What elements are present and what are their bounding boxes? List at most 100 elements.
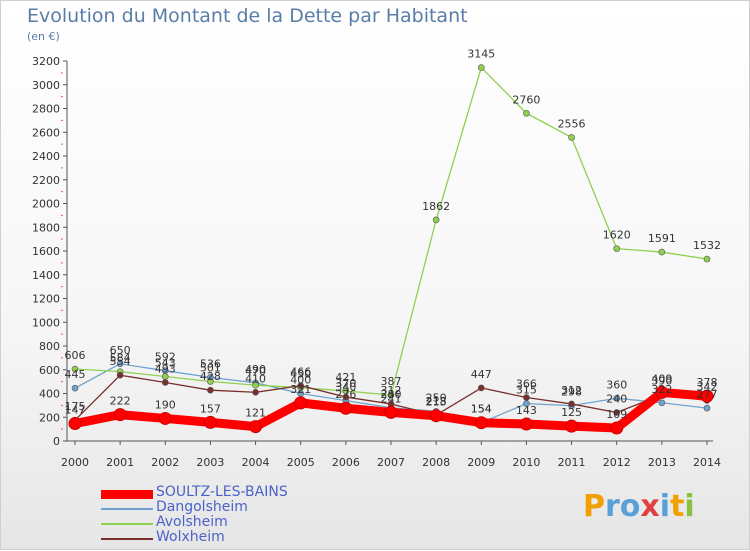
logo-letter: i [684,489,695,524]
data-label-dangolsheim: 340 [335,381,356,394]
data-point-soultz-les-bains [384,405,398,419]
series-soultz-les-bains [68,385,714,435]
legend-swatch [101,523,153,525]
data-point-wolxheim [297,382,305,389]
data-label-dangolsheim: 592 [155,351,176,364]
y-tick-label: 2600 [32,126,60,139]
data-label-dangolsheim: 250 [426,391,447,404]
x-tick-label: 2010 [512,456,540,469]
legend-label: SOULTZ-LES-BAINS [156,484,288,500]
data-point-soultz-les-bains [158,411,172,425]
data-point-wolxheim [613,409,621,416]
data-label-avolsheim: 2556 [558,117,586,130]
data-label-soultz-les-bains: 190 [155,398,176,411]
data-label-dangolsheim: 277 [697,388,718,401]
data-label-soultz-les-bains: 409 [651,372,672,385]
y-tick-label: 2200 [32,174,60,187]
data-label-avolsheim: 1862 [422,200,450,213]
data-label-soultz-les-bains: 121 [245,407,266,420]
data-label-soultz-les-bains: 213 [426,396,447,409]
y-tick-label: 400 [39,388,60,401]
proxiti-logo: Proxiti [583,489,695,524]
logo-letter: r [605,489,620,524]
data-point-wolxheim [207,386,214,394]
data-label-soultz-les-bains: 154 [471,403,492,416]
x-tick-label: 2012 [603,456,631,469]
data-label-wolxheim: 366 [516,378,537,391]
data-point-wolxheim [116,371,124,379]
data-point-avolsheim [613,245,621,252]
x-tick-label: 2003 [196,456,224,469]
data-label-avolsheim: 450 [290,368,311,381]
data-point-wolxheim [161,379,169,386]
data-point-soultz-les-bains [429,409,443,423]
data-label-dangolsheim: 360 [606,378,627,391]
data-point-soultz-les-bains [610,421,624,435]
x-tick-label: 2011 [558,456,586,469]
data-label-dangolsheim: 154 [471,403,492,416]
y-tick-label: 2400 [32,150,60,163]
logo-letter: P [583,489,605,524]
data-label-wolxheim: 554 [110,355,131,368]
y-tick-label: 3200 [32,55,60,68]
logo-letter: o [619,489,641,524]
data-point-avolsheim [207,378,214,385]
data-point-wolxheim [568,400,575,408]
y-tick-label: 2800 [32,103,60,116]
y-tick-label: 1200 [32,293,60,306]
x-tick-label: 2002 [151,456,179,469]
data-label-wolxheim: 312 [381,384,402,397]
data-label-soultz-les-bains: 241 [381,392,402,405]
data-point-dangolsheim [703,404,711,412]
data-label-wolxheim: 466 [290,366,311,379]
legend-swatch [101,508,153,510]
x-tick-label: 2006 [332,456,360,469]
data-point-soultz-les-bains [113,408,127,422]
data-label-soultz-les-bains: 109 [606,408,627,421]
y-tick-label: 0 [53,435,60,448]
logo-letter: x [640,489,660,524]
data-labels-layer: 445 650 592 536 490 400 340 280 250 154 315 298 360 3… [65,48,722,422]
y-tick-label: 2000 [32,198,60,211]
data-point-soultz-les-bains [519,417,533,431]
data-label-wolxheim: 342 [697,380,718,393]
x-tick-label: 2013 [648,456,676,469]
data-label-soultz-les-bains: 157 [200,402,221,415]
data-point-avolsheim [523,109,530,117]
data-label-avolsheim: 584 [110,352,131,365]
data-point-dangolsheim [658,399,666,407]
data-label-wolxheim: 447 [471,368,492,381]
data-label-dangolsheim: 400 [290,374,311,387]
logo-letter: i [659,489,671,524]
data-point-dangolsheim [116,360,124,368]
chart-title: Evolution du Montant de la Dette par Hab… [27,5,468,27]
data-point-wolxheim [342,393,350,401]
data-label-avolsheim: 1620 [603,229,631,242]
legend-label: Avolsheim [156,514,228,530]
x-tick-label: 2005 [287,456,315,469]
y-tick-label: 800 [39,340,60,353]
data-label-soultz-les-bains: 147 [65,404,86,417]
data-label-soultz-les-bains: 378 [697,376,718,389]
data-point-soultz-les-bains [565,419,579,433]
data-label-soultz-les-bains: 321 [290,383,311,396]
series-layer [68,64,714,435]
data-point-avolsheim [703,255,711,263]
data-point-dangolsheim [613,394,621,402]
data-point-soultz-les-bains [249,420,263,434]
data-point-soultz-les-bains [474,416,488,430]
data-label-wolxheim: 218 [426,395,447,408]
data-label-avolsheim: 1591 [648,232,676,245]
x-tick-label: 2001 [106,456,134,469]
x-tick-label: 2000 [61,456,89,469]
data-label-wolxheim: 370 [335,377,356,390]
data-label-soultz-les-bains: 222 [110,395,131,408]
x-tick-label: 2009 [467,456,495,469]
x-tick-label: 2007 [377,456,405,469]
data-label-avolsheim: 421 [335,371,356,384]
data-label-wolxheim: 312 [561,384,582,397]
data-label-avolsheim: 387 [381,375,402,388]
data-label-soultz-les-bains: 276 [335,388,356,401]
